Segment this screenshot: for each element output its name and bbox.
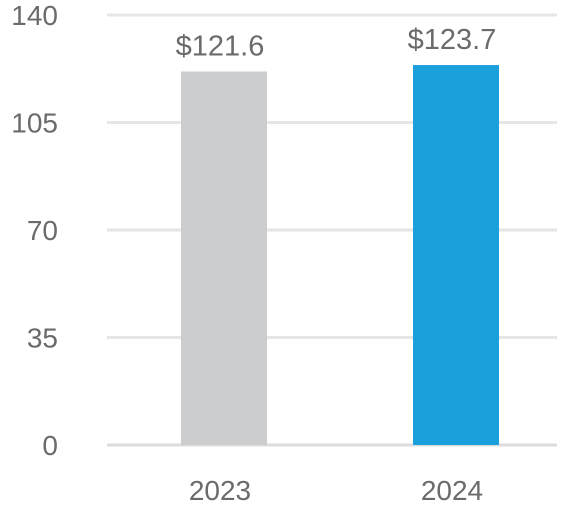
data-label-2024: $123.7 xyxy=(408,24,497,56)
data-label-2023: $121.6 xyxy=(176,31,265,63)
bar-2023 xyxy=(181,71,267,445)
category-label-2024: 2024 xyxy=(421,475,483,506)
y-tick-label: 140 xyxy=(11,0,58,31)
y-axis-tick-labels: 0 35 70 105 140 xyxy=(11,0,58,461)
y-tick-label: 0 xyxy=(42,430,58,461)
y-tick-label: 105 xyxy=(11,108,58,139)
data-labels: $121.6 $123.7 xyxy=(176,24,497,62)
bar-2024 xyxy=(413,65,499,446)
x-axis-category-labels: 2023 2024 xyxy=(189,475,483,506)
category-label-2023: 2023 xyxy=(189,475,251,506)
y-tick-label: 70 xyxy=(27,215,58,246)
bars xyxy=(181,65,499,446)
y-tick-label: 35 xyxy=(27,323,58,354)
